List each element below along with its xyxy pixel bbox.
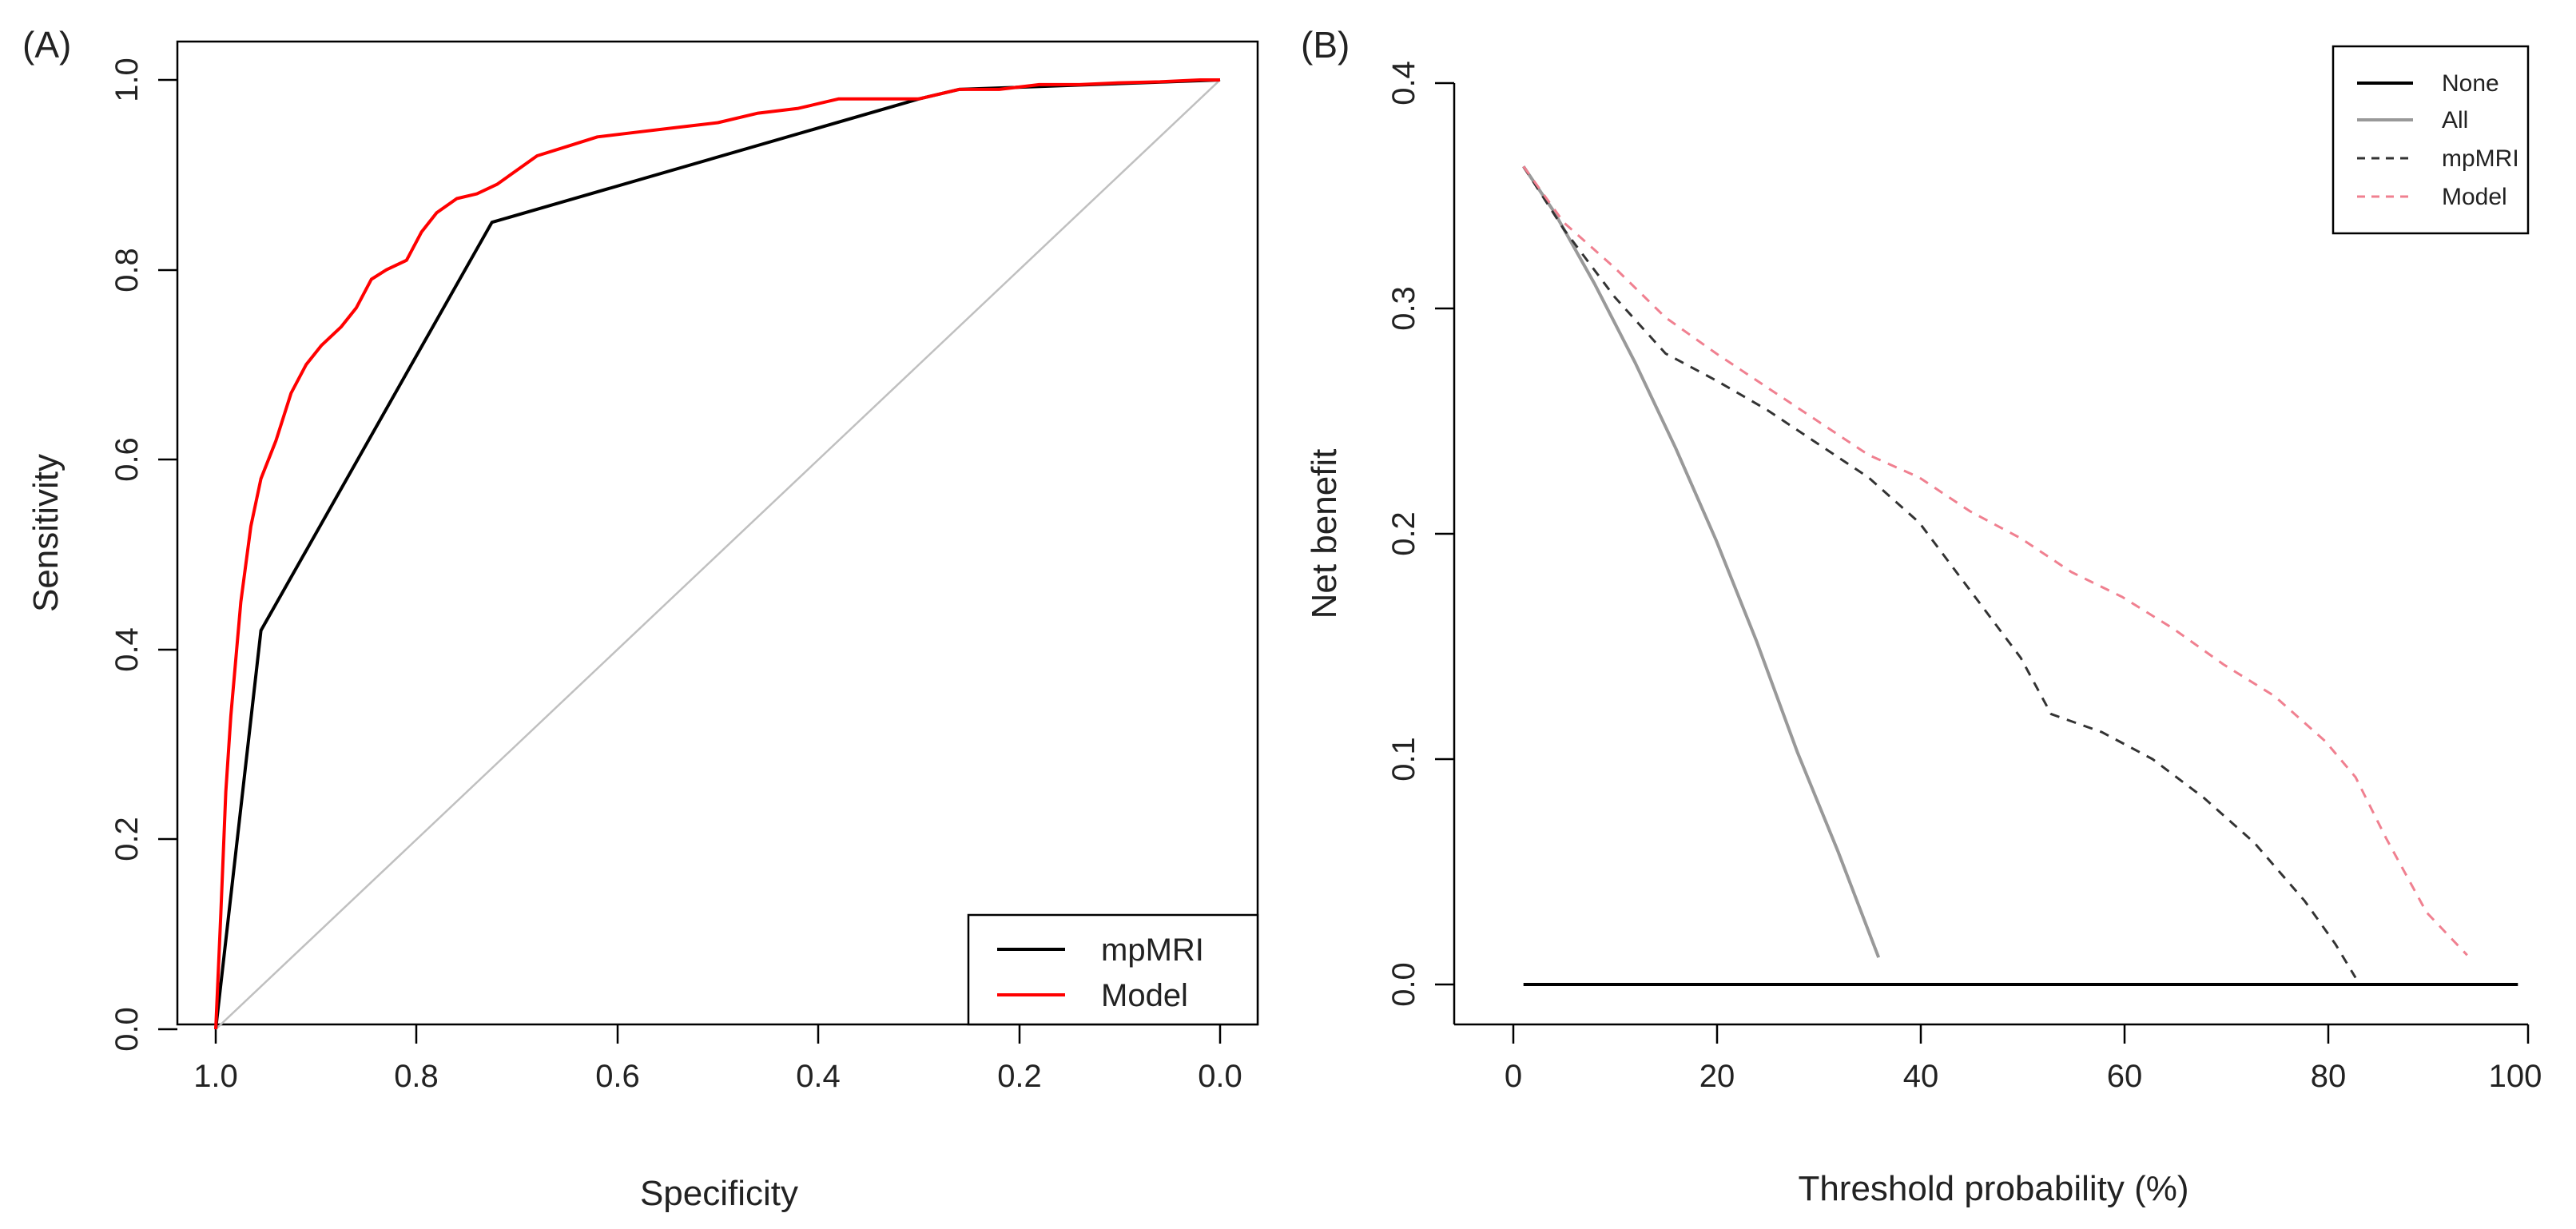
panel-b-label: (B)	[1301, 24, 1350, 66]
panel-b-x-axis-title: Threshold probability (%)	[1798, 1169, 2188, 1208]
panel-a-x-tick-label: 0.2	[997, 1059, 1042, 1094]
panel-a-x-tick-label: 0.8	[394, 1059, 439, 1094]
panel-a-y-tick-label: 0.0	[109, 1007, 145, 1052]
panel-a-y-tick-label: 0.4	[109, 627, 145, 672]
panel-b-y-ticks	[1435, 82, 1454, 986]
panel-b-y-tick-label: 0.4	[1386, 61, 1421, 105]
panel-a-legend-box	[967, 913, 1259, 1026]
panel-a-x-tick-label: 0.6	[595, 1059, 640, 1094]
panel-b-x-tick-labels: 0 20 40 60 80 100	[1505, 1059, 2542, 1094]
panel-b-legend-label-model: Model	[2442, 184, 2507, 210]
panel-a-chance-line	[215, 79, 1221, 1030]
panel-a-legend-label-model: Model	[1101, 978, 1188, 1013]
panel-b-x-tick-label: 40	[1903, 1059, 1939, 1094]
panel-b-x-tick-label: 60	[2107, 1059, 2143, 1094]
panel-a-label: (A)	[22, 24, 71, 66]
panel-b-x-ticks	[1512, 1024, 2530, 1044]
panel-a-x-tick-label: 0.4	[796, 1059, 841, 1094]
panel-b-series-mpmri-line	[1522, 165, 2357, 979]
panel-a-series-model-line	[214, 78, 1220, 1030]
panel-b-y-tick-labels: 0.0 0.1 0.2 0.3 0.4	[1386, 61, 1421, 1007]
panel-a-y-tick-label: 0.8	[109, 248, 145, 292]
panel-a-y-tick-label: 0.6	[109, 437, 145, 482]
panel-b-y-tick-label: 0.3	[1386, 286, 1421, 331]
panel-a-y-tick-labels: 0.0 0.2 0.4 0.6 0.8 1.0	[109, 58, 145, 1052]
panel-a-y-axis-title: Sensitivity	[26, 454, 66, 612]
panel-b-y-tick-label: 0.1	[1386, 737, 1421, 782]
panel-b-y-tick-label: 0.2	[1386, 511, 1421, 556]
panel-b-x-tick-label: 100	[2489, 1059, 2542, 1094]
panel-a: (A) 1.0 0.8 0.6 0.4 0.2 0.0	[22, 24, 1259, 1213]
panel-b-x-tick-label: 0	[1505, 1059, 1522, 1094]
panel-b-x-tick-label: 20	[1699, 1059, 1735, 1094]
panel-b-legend-box	[2332, 45, 2530, 235]
panel-a-y-ticks	[158, 78, 177, 1031]
panel-a-plot-box	[176, 40, 1259, 1026]
panel-b-series-model-line	[1522, 165, 2468, 957]
panel-b-series-all-line	[1522, 165, 1881, 958]
panel-a-series-group	[214, 78, 1221, 1030]
panel-a-x-tick-labels: 1.0 0.8 0.6 0.4 0.2 0.0	[193, 1059, 1242, 1094]
panel-a-x-ticks	[214, 1024, 1222, 1044]
panel-b-legend-label-none: None	[2442, 70, 2499, 97]
panel-b-legend: None All mpMRI Model	[2332, 45, 2530, 235]
panel-b-x-tick-label: 80	[2311, 1059, 2347, 1094]
panel-a-y-tick-label: 1.0	[109, 58, 145, 102]
panel-b-y-tick-label: 0.0	[1386, 962, 1421, 1007]
panel-b-legend-label-all: All	[2442, 107, 2468, 133]
panel-a-legend: mpMRI Model	[967, 913, 1259, 1026]
panel-a-x-tick-label: 0.0	[1198, 1059, 1242, 1094]
panel-a-legend-label-mpmri: mpMRI	[1101, 933, 1204, 968]
panel-b-series-group	[1522, 165, 2518, 986]
panel-a-x-axis-title: Specificity	[640, 1174, 798, 1213]
panel-a-y-tick-label: 0.2	[109, 817, 145, 861]
panel-b: (B) 0.0 0.1 0.2 0.3 0.4 0 20	[1301, 24, 2542, 1208]
panel-a-frame	[176, 40, 1259, 1026]
panel-a-x-tick-label: 1.0	[193, 1059, 238, 1094]
panel-b-y-axis-title: Net benefit	[1305, 449, 1344, 619]
panel-b-legend-label-mpmri: mpMRI	[2442, 145, 2519, 172]
